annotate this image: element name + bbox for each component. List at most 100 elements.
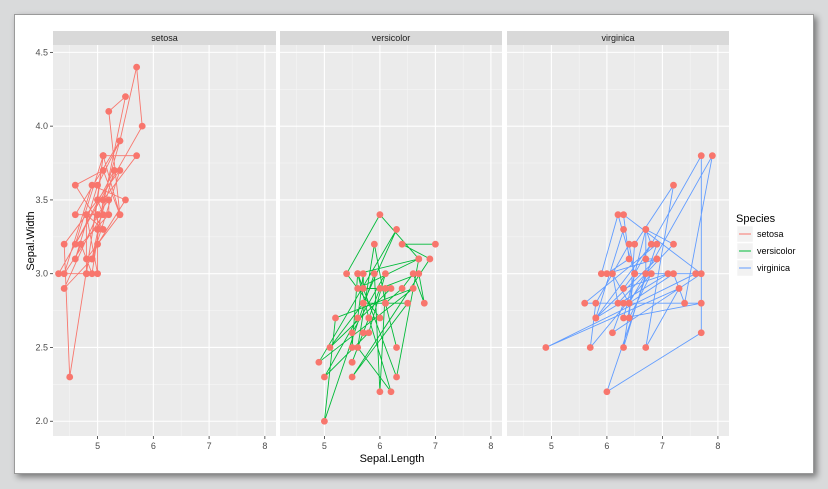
data-point xyxy=(692,270,700,278)
data-point xyxy=(359,270,367,278)
data-point xyxy=(71,211,79,219)
x-tick-label: 6 xyxy=(377,441,382,451)
data-point xyxy=(376,314,384,322)
data-point xyxy=(376,211,384,219)
data-point xyxy=(83,270,90,278)
data-point xyxy=(426,255,434,263)
data-point xyxy=(122,93,129,101)
data-point xyxy=(99,226,107,233)
data-point xyxy=(88,181,96,189)
data-point xyxy=(348,373,356,381)
facet-strip xyxy=(507,31,729,45)
data-point xyxy=(382,270,389,278)
data-point xyxy=(99,211,107,219)
data-point xyxy=(625,314,633,322)
data-point xyxy=(609,270,616,278)
y-axis-title: Sepal.Width xyxy=(25,211,37,270)
data-point xyxy=(359,329,367,337)
data-point xyxy=(116,211,124,219)
data-point xyxy=(110,167,118,174)
data-point xyxy=(83,255,90,263)
data-point xyxy=(326,344,334,351)
data-point xyxy=(99,152,107,160)
data-point xyxy=(642,270,650,278)
x-tick-label: 5 xyxy=(322,441,327,451)
data-point xyxy=(642,255,650,263)
data-point xyxy=(315,358,323,366)
x-tick-label: 7 xyxy=(660,441,665,451)
data-point xyxy=(592,299,600,307)
data-point xyxy=(609,329,616,337)
data-point xyxy=(105,211,113,219)
data-point xyxy=(321,373,328,381)
data-point xyxy=(393,226,400,233)
data-point xyxy=(321,417,328,425)
data-point xyxy=(625,299,633,307)
data-point xyxy=(71,255,79,263)
data-point xyxy=(83,211,90,219)
data-point xyxy=(94,240,101,248)
data-point xyxy=(105,196,113,204)
data-point xyxy=(60,285,68,292)
data-point xyxy=(670,240,677,248)
data-point xyxy=(343,270,350,278)
x-tick-label: 5 xyxy=(95,441,100,451)
data-point xyxy=(365,314,373,322)
data-point xyxy=(415,255,423,263)
data-point xyxy=(647,240,655,248)
data-point xyxy=(77,240,85,248)
y-tick-label: 4.0 xyxy=(35,121,48,131)
facet-strip-label: setosa xyxy=(151,33,178,43)
data-point xyxy=(681,299,688,307)
data-point xyxy=(94,226,101,233)
data-point xyxy=(653,255,661,263)
data-point xyxy=(647,270,655,278)
x-tick-label: 7 xyxy=(433,441,438,451)
legend-label: setosa xyxy=(757,229,784,239)
data-point xyxy=(625,255,633,263)
y-tick-label: 4.5 xyxy=(35,47,48,57)
data-point xyxy=(697,299,705,307)
data-point xyxy=(94,181,101,189)
data-point xyxy=(581,299,589,307)
data-point xyxy=(614,299,622,307)
data-point xyxy=(592,314,600,322)
data-point xyxy=(404,299,412,307)
facet-strip-label: versicolor xyxy=(372,33,411,43)
data-point xyxy=(133,152,141,160)
y-tick-label: 2.5 xyxy=(35,342,48,352)
y-tick-label: 3.0 xyxy=(35,269,48,279)
data-point xyxy=(620,299,627,307)
data-point xyxy=(133,63,141,71)
facet-strip-label: virginica xyxy=(601,33,634,43)
data-point xyxy=(631,240,639,248)
data-point xyxy=(88,255,96,263)
data-point xyxy=(359,299,367,307)
data-point xyxy=(359,285,367,292)
data-point xyxy=(409,285,417,292)
data-point xyxy=(697,152,705,160)
data-point xyxy=(376,285,384,292)
data-point xyxy=(94,196,101,204)
y-tick-label: 2.0 xyxy=(35,416,48,426)
x-tick-label: 6 xyxy=(151,441,156,451)
data-point xyxy=(348,358,356,366)
data-point xyxy=(697,270,705,278)
data-point xyxy=(542,344,550,351)
data-point xyxy=(393,344,400,351)
x-tick-label: 8 xyxy=(715,441,720,451)
data-point xyxy=(603,388,611,396)
data-point xyxy=(398,285,406,292)
data-point xyxy=(620,285,627,292)
data-point xyxy=(642,344,650,351)
data-point xyxy=(382,299,389,307)
data-point xyxy=(60,240,68,248)
data-point xyxy=(376,388,384,396)
data-point xyxy=(664,270,672,278)
data-point xyxy=(71,181,79,189)
legend-label: versicolor xyxy=(757,246,796,256)
data-point xyxy=(432,240,439,248)
x-tick-label: 5 xyxy=(549,441,554,451)
series-line-setosa xyxy=(57,67,143,378)
